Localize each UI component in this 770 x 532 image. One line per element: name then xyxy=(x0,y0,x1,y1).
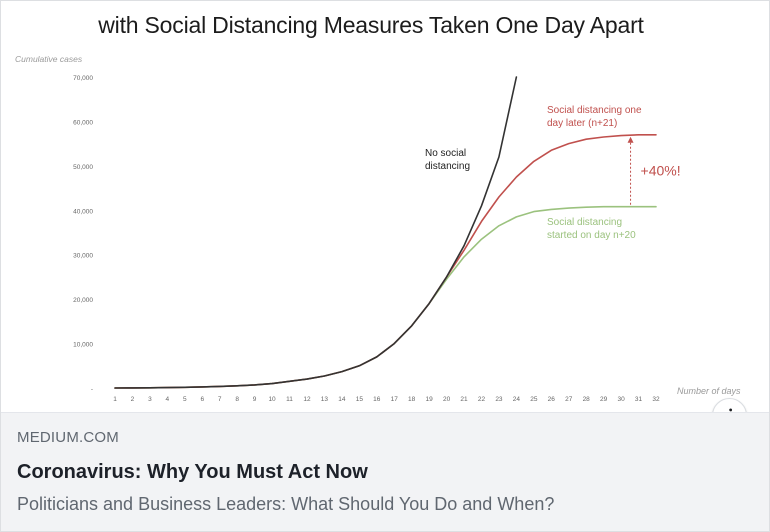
x-tick-label: 12 xyxy=(303,396,311,403)
x-tick-label: 11 xyxy=(286,396,293,403)
x-tick-label: 24 xyxy=(513,396,521,403)
y-tick-label: 10,000 xyxy=(73,342,93,349)
y-axis-title: Cumulative cases xyxy=(15,54,83,64)
cases-line-chart: - 10,000 20,000 30,000 40,000 50,000 60,000 70,… xyxy=(73,75,681,403)
x-tick-label: 17 xyxy=(391,396,399,403)
series-label: Social distancing xyxy=(547,217,622,228)
x-tick-label: 9 xyxy=(253,396,257,403)
x-tick-label: 31 xyxy=(635,396,643,403)
annotation-label: +40%! xyxy=(641,163,681,179)
preview-description: Politicians and Business Leaders: What S… xyxy=(17,494,555,514)
x-tick-label: 22 xyxy=(478,396,486,403)
x-tick-label: 23 xyxy=(495,396,503,403)
y-tick-label: 20,000 xyxy=(73,297,93,304)
y-tick-label: 50,000 xyxy=(73,164,93,171)
x-tick-label: 7 xyxy=(218,396,222,403)
x-tick-label: 21 xyxy=(460,396,468,403)
source-domain: MEDIUM.COM xyxy=(17,429,119,446)
x-tick-label: 27 xyxy=(565,396,573,403)
x-tick-label: 30 xyxy=(617,396,625,403)
series-label: distancing xyxy=(425,161,470,172)
x-tick-label: 4 xyxy=(166,396,170,403)
series-label: started on day n+20 xyxy=(547,230,636,241)
y-tick-label: - xyxy=(91,386,93,393)
chart-title: with Social Distancing Measures Taken On… xyxy=(98,12,644,38)
x-tick-label: 6 xyxy=(200,396,204,403)
x-tick-label: 26 xyxy=(548,396,556,403)
x-tick-label: 2 xyxy=(131,396,135,403)
x-tick-label: 28 xyxy=(583,396,591,403)
x-tick-label: 14 xyxy=(338,396,346,403)
x-tick-label: 3 xyxy=(148,396,152,403)
preview-meta[interactable]: MEDIUM.COM Coronavirus: Why You Must Act… xyxy=(1,412,769,531)
series-label: Social distancing one xyxy=(547,105,642,116)
x-tick-label: 19 xyxy=(426,396,434,403)
x-tick-label: 32 xyxy=(652,396,660,403)
series-label: day later (n+21) xyxy=(547,118,617,129)
y-tick-label: 60,000 xyxy=(73,119,93,126)
x-tick-label: 25 xyxy=(530,396,538,403)
series-line xyxy=(114,76,518,389)
x-tick-label: 8 xyxy=(235,396,239,403)
x-tick-label: 15 xyxy=(356,396,364,403)
preview-image[interactable]: with Social Distancing Measures Taken On… xyxy=(1,1,769,412)
x-tick-label: 16 xyxy=(373,396,381,403)
x-tick-label: 13 xyxy=(321,396,329,403)
preview-headline[interactable]: Coronavirus: Why You Must Act Now xyxy=(17,461,368,483)
x-tick-label: 1 xyxy=(113,396,117,403)
series-label: No social xyxy=(425,148,466,159)
x-tick-label: 5 xyxy=(183,396,187,403)
x-tick-label: 20 xyxy=(443,396,451,403)
x-tick-label: 29 xyxy=(600,396,608,403)
x-tick-label: 18 xyxy=(408,396,416,403)
y-tick-label: 70,000 xyxy=(73,75,93,82)
x-tick-label: 10 xyxy=(268,396,276,403)
annotation-arrowhead xyxy=(627,136,634,143)
y-tick-label: 30,000 xyxy=(73,253,93,260)
x-axis-title: Number of days xyxy=(677,386,741,396)
y-tick-label: 40,000 xyxy=(73,208,93,215)
